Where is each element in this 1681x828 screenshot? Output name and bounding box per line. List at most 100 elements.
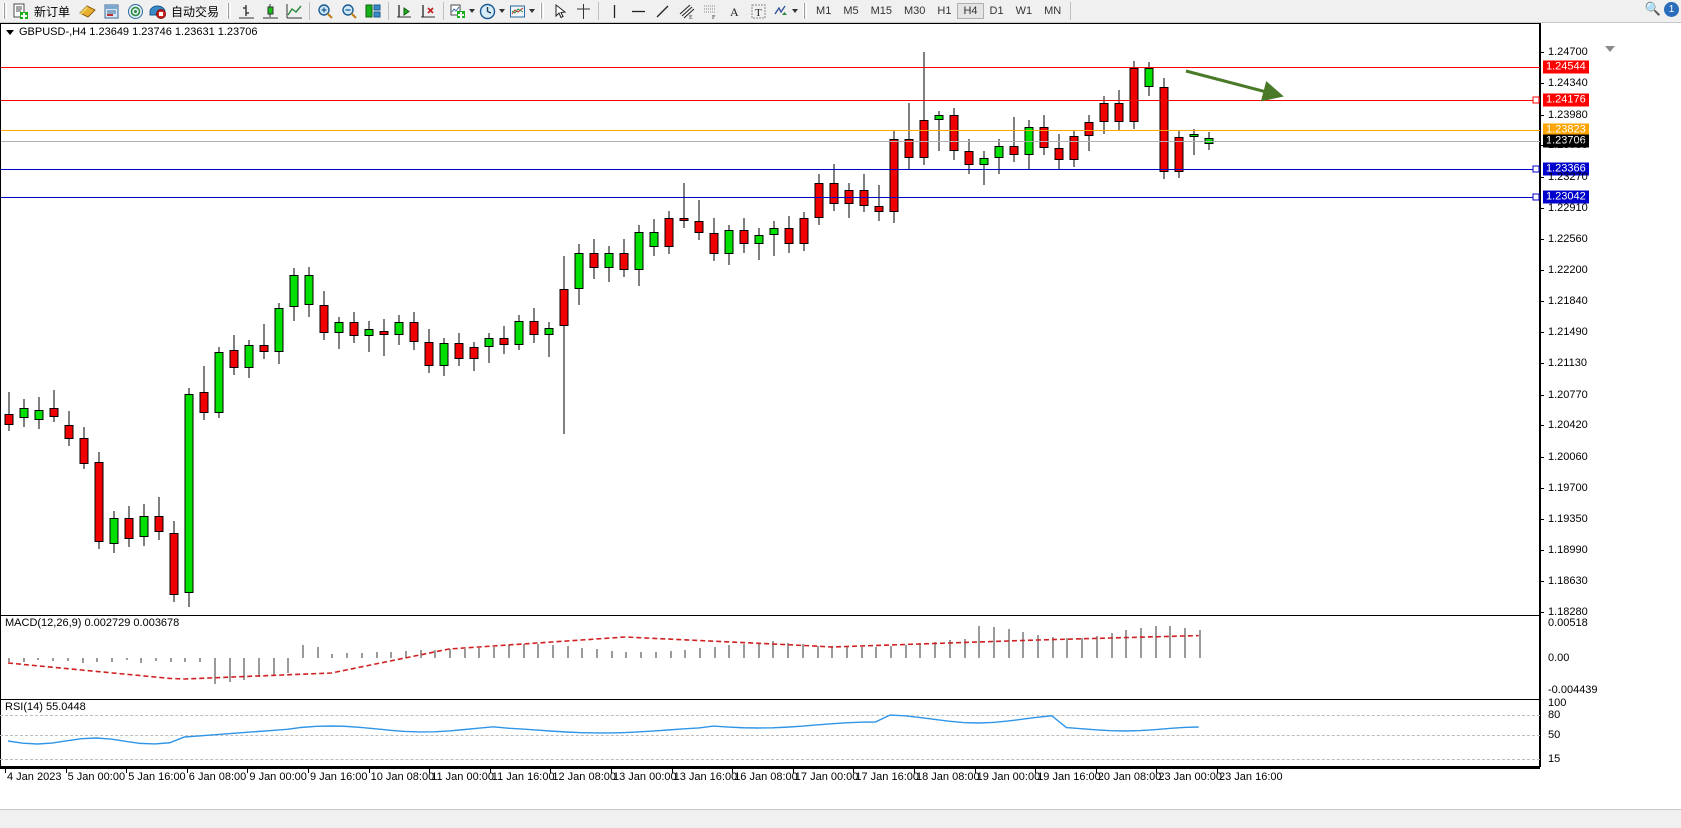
zoom-out-button[interactable]	[337, 1, 361, 21]
navigator-button[interactable]	[123, 1, 147, 21]
price-level-tag-resistance-lower[interactable]: 1.24176	[1543, 94, 1589, 107]
zoom-in-icon	[317, 3, 334, 20]
arrows-caret-icon[interactable]	[792, 9, 798, 13]
timeframe-h1[interactable]: H1	[931, 3, 957, 19]
zoom-in-button[interactable]	[313, 1, 337, 21]
book-icon	[79, 3, 96, 20]
candle	[48, 23, 59, 623]
price-level-line-pivot-line[interactable]	[1, 130, 1540, 131]
arrows-button[interactable]	[770, 1, 800, 21]
candle	[3, 23, 14, 623]
price-level-anchor[interactable]	[1533, 166, 1540, 173]
toolbar-grip-2[interactable]	[227, 3, 231, 19]
timeframe-m5[interactable]: M5	[837, 3, 864, 19]
price-tick-mark	[1540, 301, 1544, 302]
candle	[108, 23, 119, 623]
timeframe-mn[interactable]: MN	[1038, 3, 1067, 19]
cursor-button[interactable]	[547, 1, 571, 21]
time-tick-label: 9 Jan 00:00	[249, 771, 307, 783]
candle	[1188, 23, 1199, 623]
templates-button[interactable]	[507, 1, 537, 21]
price-level-anchor[interactable]	[1533, 194, 1540, 201]
indicators-button[interactable]	[447, 1, 477, 21]
toolbar-grip[interactable]	[3, 3, 7, 19]
time-tick-label: 17 Jan 16:00	[855, 771, 919, 783]
candle	[1113, 23, 1124, 623]
time-axis[interactable]: 4 Jan 2023 5 Jan 00:00 5 Jan 16:00 6 Jan 08…	[0, 768, 1540, 787]
period-caret-icon[interactable]	[499, 9, 505, 13]
vline-button[interactable]	[602, 1, 626, 21]
period-button[interactable]	[477, 1, 507, 21]
timeframe-h4[interactable]: H4	[957, 3, 983, 19]
candle-body	[199, 392, 208, 413]
terminal-button[interactable]	[99, 1, 123, 21]
templates-caret-icon[interactable]	[529, 9, 535, 13]
timeframe-w1[interactable]: W1	[1010, 3, 1039, 19]
price-tick-mark	[1540, 239, 1544, 240]
chart-symbol-header[interactable]: GBPUSD-,H4 1.23649 1.23746 1.23631 1.237…	[6, 26, 258, 38]
indicators-caret-icon[interactable]	[469, 9, 475, 13]
crosshair-button[interactable]	[571, 1, 595, 21]
search-icon[interactable]: 🔍	[1645, 1, 1661, 17]
timeframe-m1[interactable]: M1	[810, 3, 837, 19]
chart-menu-caret-icon[interactable]	[6, 30, 14, 35]
scroll-down-indicator-icon[interactable]	[1605, 46, 1615, 52]
price-tick-mark	[1540, 519, 1544, 520]
candle-body	[814, 183, 823, 218]
auto-trading-label: 自动交易	[168, 3, 222, 20]
toolbar-grip-3[interactable]	[540, 3, 544, 19]
tile-windows-button[interactable]	[361, 1, 385, 21]
line-chart-button[interactable]	[282, 1, 306, 21]
new-order-button[interactable]: 新订单	[10, 1, 75, 21]
price-tick-label: 1.24700	[1548, 46, 1588, 58]
candlestick-button[interactable]	[258, 1, 282, 21]
line-chart-icon	[286, 3, 303, 20]
macd-tick-zero: 0.00	[1548, 652, 1569, 664]
price-level-line-support-lower[interactable]	[1, 197, 1540, 198]
candle	[933, 23, 944, 623]
rsi-tick-80: 80	[1548, 709, 1560, 721]
equidistant-channel-button[interactable]: E	[674, 1, 698, 21]
timeframe-m30[interactable]: M30	[898, 3, 931, 19]
auto-scroll-button[interactable]	[416, 1, 440, 21]
price-level-line-resistance-lower[interactable]	[1, 100, 1540, 101]
candle-body	[679, 218, 688, 221]
auto-trading-button[interactable]: 自动交易	[147, 1, 224, 21]
toolbar-grip-4[interactable]	[803, 3, 807, 19]
price-tick-mark	[1540, 363, 1544, 364]
candle-body	[4, 414, 13, 425]
candle-body	[889, 139, 898, 212]
chart-area[interactable]: GBPUSD-,H4 1.23649 1.23746 1.23631 1.237…	[0, 23, 1681, 827]
trendline-button[interactable]	[650, 1, 674, 21]
main-toolbar[interactable]: 新订单	[0, 0, 1681, 23]
price-tick-mark	[1540, 52, 1544, 53]
timeframe-d1[interactable]: D1	[984, 3, 1010, 19]
candle-body	[769, 228, 778, 235]
timeframe-m15[interactable]: M15	[865, 3, 898, 19]
candle-body	[379, 331, 388, 334]
price-level-line-resistance-upper[interactable]	[1, 67, 1540, 68]
price-level-line-current-price[interactable]	[1, 141, 1540, 142]
fibonacci-button[interactable]: F	[698, 1, 722, 21]
candle-body	[19, 408, 28, 418]
text-button[interactable]: A	[722, 1, 746, 21]
price-level-anchor[interactable]	[1533, 97, 1540, 104]
time-tick-mark	[732, 769, 733, 773]
crosshair-icon	[575, 3, 592, 20]
bar-chart-button[interactable]	[234, 1, 258, 21]
price-tick-label: 1.22910	[1548, 202, 1588, 214]
candle	[948, 23, 959, 623]
price-tick-label: 1.21490	[1548, 326, 1588, 338]
chart-shift-button[interactable]	[392, 1, 416, 21]
notification-badge[interactable]: 1	[1664, 2, 1679, 17]
candle-body	[1054, 148, 1063, 160]
toolbar-right-group[interactable]: 🔍 1	[1645, 1, 1679, 17]
price-level-tag-resistance-upper[interactable]: 1.24544	[1543, 61, 1589, 74]
svg-text:T: T	[755, 7, 762, 19]
svg-text:A: A	[730, 5, 739, 19]
rsi-label: RSI(14) 55.0448	[5, 701, 86, 713]
book-button[interactable]	[75, 1, 99, 21]
hline-button[interactable]	[626, 1, 650, 21]
text-label-button[interactable]: T	[746, 1, 770, 21]
price-level-line-support-upper[interactable]	[1, 169, 1540, 170]
